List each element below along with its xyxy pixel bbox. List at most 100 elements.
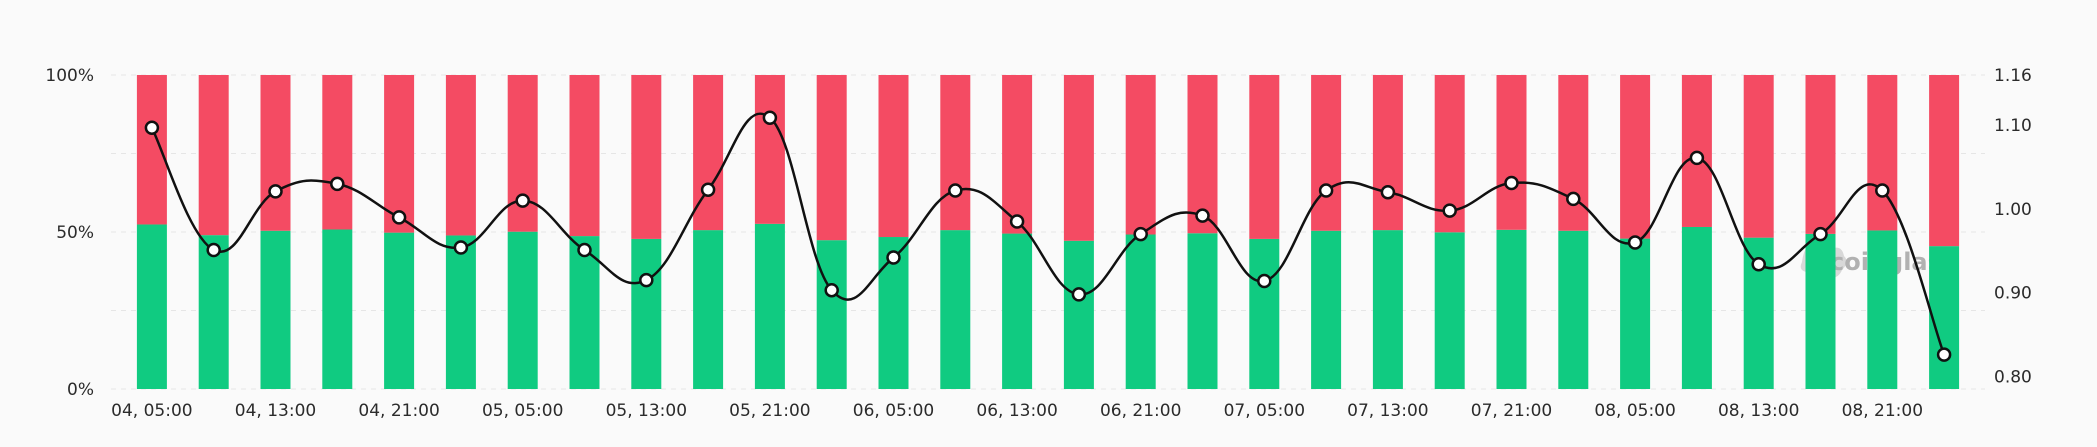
short-bar	[1743, 75, 1774, 238]
ratio-point	[1071, 287, 1087, 302]
ratio-point	[1504, 175, 1519, 191]
long-bar	[1187, 233, 1218, 389]
x-tick-label: 07, 05:00	[1224, 401, 1305, 421]
long-bar	[1311, 230, 1342, 389]
y-left-tick-label: 50%	[56, 223, 94, 243]
x-tick-label: 05, 13:00	[606, 401, 687, 421]
y-right-tick-label: 1.16	[1994, 66, 2032, 86]
y-axis-left: 0% 50% 100%	[45, 66, 94, 400]
y-left-tick-label: 100%	[45, 66, 94, 86]
ratio-point	[1195, 208, 1210, 223]
long-bar	[631, 238, 662, 389]
short-bar	[198, 75, 229, 236]
ratio-point	[1133, 226, 1148, 242]
ratio-point	[1318, 183, 1334, 198]
long-bar	[754, 223, 785, 389]
long-bar	[1125, 234, 1156, 389]
x-tick-label: 04, 21:00	[358, 401, 439, 421]
short-bar	[878, 75, 909, 238]
ratio-point	[144, 120, 160, 136]
ratio-point	[1936, 347, 1952, 362]
ratio-point	[577, 242, 592, 258]
long-bar	[1558, 230, 1589, 389]
ratio-line-path	[150, 112, 1946, 356]
long-bar	[198, 235, 229, 389]
long-bar	[1002, 233, 1033, 389]
short-bar	[569, 75, 600, 237]
short-bar	[1125, 75, 1156, 235]
short-bar	[1311, 75, 1342, 231]
ratio-line	[150, 112, 1946, 356]
ratio-point	[1009, 214, 1025, 229]
x-tick-label: 06, 05:00	[853, 401, 934, 421]
long-bar	[1929, 246, 1960, 389]
short-bar	[631, 75, 662, 239]
long-bar	[1681, 226, 1712, 389]
ratio-point	[1257, 273, 1272, 289]
long-bar	[260, 230, 291, 389]
bars	[136, 75, 1960, 389]
ratio-point	[1627, 235, 1643, 250]
y-right-tick-label: 0.80	[1994, 367, 2032, 387]
ratio-point	[1875, 183, 1890, 198]
x-tick-label: 04, 05:00	[111, 401, 192, 421]
ratio-point	[1566, 191, 1581, 207]
long-bar	[1620, 238, 1651, 389]
ratio-point	[700, 182, 716, 197]
ratio-point	[515, 193, 530, 208]
long-bar	[693, 230, 724, 389]
short-bar	[1372, 75, 1403, 231]
short-bar	[1929, 75, 1960, 247]
short-bar	[816, 75, 847, 241]
long-bar	[322, 229, 353, 389]
short-bar	[1620, 75, 1651, 239]
ratio-point	[948, 183, 963, 198]
ratio-point	[824, 282, 839, 298]
long-bar	[1372, 230, 1403, 389]
long-bar	[507, 231, 538, 389]
x-tick-label: 04, 13:00	[235, 401, 316, 421]
ratio-point	[762, 110, 778, 125]
short-bar	[1249, 75, 1280, 239]
short-bar	[1187, 75, 1218, 234]
long-bar	[1249, 238, 1280, 389]
long-bar	[1805, 233, 1836, 389]
x-tick-label: 08, 13:00	[1718, 401, 1799, 421]
x-axis: 04, 05:00 04, 13:00 04, 21:00 05, 05:00 05, …	[111, 401, 1923, 421]
y-left-tick-label: 0%	[67, 380, 94, 400]
ratio-point	[1751, 256, 1766, 272]
ratio-point	[391, 210, 407, 225]
long-bar	[445, 235, 476, 389]
ratio-points	[144, 110, 1952, 362]
x-tick-label: 08, 21:00	[1842, 401, 1923, 421]
ratio-point	[206, 242, 221, 258]
long-bar	[1867, 230, 1898, 389]
short-bar	[322, 75, 353, 230]
x-tick-label: 05, 21:00	[729, 401, 810, 421]
x-tick-label: 07, 21:00	[1471, 401, 1552, 421]
x-tick-label: 06, 21:00	[1100, 401, 1181, 421]
ratio-point	[886, 250, 901, 265]
grid-lines	[111, 74, 1985, 390]
long-bar	[816, 240, 847, 389]
long-bar	[136, 224, 167, 389]
long-bar	[1434, 232, 1465, 389]
short-bar	[754, 75, 785, 224]
ratio-point	[1689, 150, 1705, 166]
ratio-point	[639, 272, 654, 288]
long-bar	[569, 236, 600, 389]
short-bar	[940, 75, 971, 231]
ratio-point	[1380, 184, 1396, 200]
short-bar	[1805, 75, 1836, 234]
long-bar	[1496, 229, 1527, 389]
long-bar	[1063, 240, 1094, 389]
ratio-point	[453, 240, 469, 255]
short-bar	[445, 75, 476, 236]
short-bar	[1496, 75, 1527, 230]
short-bar	[384, 75, 415, 233]
long-bar	[940, 230, 971, 389]
ratio-point	[330, 176, 345, 192]
ratio-point	[1813, 226, 1828, 242]
short-bar	[507, 75, 538, 232]
